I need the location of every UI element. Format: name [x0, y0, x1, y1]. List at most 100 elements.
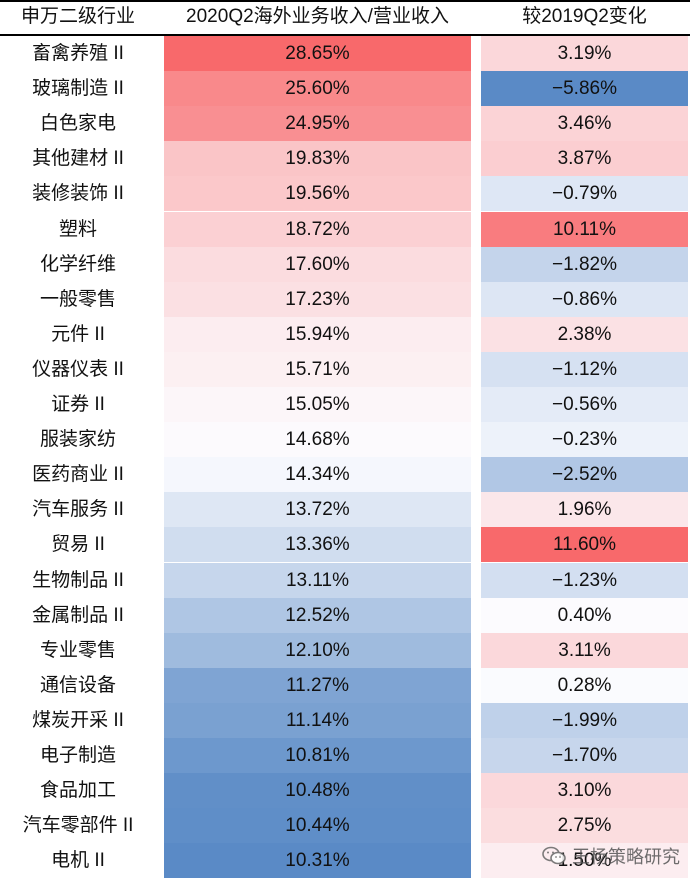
- industry-label: 装修装饰 II: [0, 176, 156, 212]
- table-row: 电子制造 10.81% −1.70%: [0, 738, 690, 774]
- ratio-cell: 18.72%: [164, 211, 471, 247]
- change-cell: 3.10%: [481, 773, 688, 809]
- table-row: 玻璃制造 II 25.60% −5.86%: [0, 71, 690, 107]
- table-row: 白色家电 24.95% 3.46%: [0, 106, 690, 142]
- ratio-cell: 17.23%: [164, 281, 471, 317]
- table-row: 通信设备 11.27% 0.28%: [0, 667, 690, 703]
- industry-label: 塑料: [0, 211, 156, 247]
- ratio-cell: 17.60%: [164, 246, 471, 282]
- industry-label: 证券 II: [0, 387, 156, 423]
- change-cell: −1.70%: [481, 738, 688, 774]
- industry-label: 化学纤维: [0, 246, 156, 282]
- change-cell: −0.56%: [481, 387, 688, 423]
- industry-label: 专业零售: [0, 632, 156, 668]
- ratio-cell: 12.52%: [164, 597, 471, 633]
- ratio-cell: 13.72%: [164, 492, 471, 528]
- table-row: 仪器仪表 II 15.71% −1.12%: [0, 351, 690, 387]
- industry-label: 医药商业 II: [0, 457, 156, 493]
- change-cell: −1.99%: [481, 702, 688, 738]
- ratio-cell: 19.83%: [164, 141, 471, 177]
- table-row: 服装家纺 14.68% −0.23%: [0, 422, 690, 458]
- table-row: 贸易 II 13.36% 11.60%: [0, 527, 690, 563]
- table-row: 塑料 18.72% 10.11%: [0, 211, 690, 247]
- change-cell: 3.87%: [481, 141, 688, 177]
- watermark: 王杨策略研究: [542, 844, 680, 868]
- table-row: 煤炭开采 II 11.14% −1.99%: [0, 702, 690, 738]
- table-row: 其他建材 II 19.83% 3.87%: [0, 141, 690, 177]
- table-row: 医药商业 II 14.34% −2.52%: [0, 457, 690, 493]
- ratio-cell: 10.81%: [164, 738, 471, 774]
- header-top-rule: [0, 0, 690, 2]
- change-cell: −1.82%: [481, 246, 688, 282]
- ratio-cell: 13.36%: [164, 527, 471, 563]
- industry-label: 金属制品 II: [0, 597, 156, 633]
- ratio-cell: 11.27%: [164, 667, 471, 703]
- change-cell: −0.79%: [481, 176, 688, 212]
- industry-label: 煤炭开采 II: [0, 702, 156, 738]
- change-cell: 3.11%: [481, 632, 688, 668]
- table-row: 畜禽养殖 II 28.65% 3.19%: [0, 36, 690, 72]
- table-row: 元件 II 15.94% 2.38%: [0, 316, 690, 352]
- industry-label: 汽车服务 II: [0, 492, 156, 528]
- ratio-cell: 19.56%: [164, 176, 471, 212]
- ratio-cell: 28.65%: [164, 36, 471, 72]
- ratio-cell: 14.34%: [164, 457, 471, 493]
- table-row: 食品加工 10.48% 3.10%: [0, 773, 690, 809]
- industry-label: 生物制品 II: [0, 562, 156, 598]
- industry-label: 玻璃制造 II: [0, 71, 156, 107]
- industry-label: 食品加工: [0, 773, 156, 809]
- ratio-cell: 15.71%: [164, 351, 471, 387]
- ratio-cell: 15.94%: [164, 316, 471, 352]
- change-cell: −1.23%: [481, 562, 688, 598]
- change-cell: 11.60%: [481, 527, 688, 563]
- change-cell: −5.86%: [481, 71, 688, 107]
- watermark-text: 王杨策略研究: [572, 847, 680, 867]
- table-row: 生物制品 II 13.11% −1.23%: [0, 562, 690, 598]
- column-header-ratio: 2020Q2海外业务收入/营业收入: [186, 6, 449, 27]
- change-cell: −0.86%: [481, 281, 688, 317]
- industry-label: 通信设备: [0, 667, 156, 703]
- change-cell: −0.23%: [481, 422, 688, 458]
- change-cell: 2.38%: [481, 316, 688, 352]
- column-header-change: 较2019Q2变化: [522, 6, 647, 27]
- table-row: 化学纤维 17.60% −1.82%: [0, 246, 690, 282]
- change-cell: 3.46%: [481, 106, 688, 142]
- industry-label: 服装家纺: [0, 422, 156, 458]
- change-cell: 1.96%: [481, 492, 688, 528]
- column-header-industry: 申万二级行业: [20, 6, 135, 27]
- table-row: 装修装饰 II 19.56% −0.79%: [0, 176, 690, 212]
- table-row: 金属制品 II 12.52% 0.40%: [0, 597, 690, 633]
- industry-label: 电机 II: [0, 843, 156, 879]
- wechat-icon: [542, 846, 566, 865]
- ratio-cell: 12.10%: [164, 632, 471, 668]
- table-row: 一般零售 17.23% −0.86%: [0, 281, 690, 317]
- change-cell: 0.28%: [481, 667, 688, 703]
- ratio-cell: 24.95%: [164, 106, 471, 142]
- industry-label: 仪器仪表 II: [0, 351, 156, 387]
- industry-label: 畜禽养殖 II: [0, 36, 156, 72]
- industry-label: 汽车零部件 II: [0, 808, 156, 844]
- ratio-cell: 14.68%: [164, 422, 471, 458]
- change-cell: −1.12%: [481, 351, 688, 387]
- ratio-cell: 13.11%: [164, 562, 471, 598]
- ratio-cell: 10.31%: [164, 843, 471, 879]
- change-cell: 0.40%: [481, 597, 688, 633]
- ratio-cell: 15.05%: [164, 387, 471, 423]
- table-row: 电机 II 10.31% 1.50%: [0, 843, 690, 879]
- ratio-cell: 10.48%: [164, 773, 471, 809]
- change-cell: 10.11%: [481, 211, 688, 247]
- table-row: 专业零售 12.10% 3.11%: [0, 632, 690, 668]
- change-cell: 1.50%: [481, 843, 688, 879]
- industry-label: 电子制造: [0, 738, 156, 774]
- change-cell: 3.19%: [481, 36, 688, 72]
- industry-label: 元件 II: [0, 316, 156, 352]
- industry-label: 一般零售: [0, 281, 156, 317]
- table-row: 汽车服务 II 13.72% 1.96%: [0, 492, 690, 528]
- ratio-cell: 11.14%: [164, 702, 471, 738]
- ratio-cell: 10.44%: [164, 808, 471, 844]
- table-row: 证券 II 15.05% −0.56%: [0, 387, 690, 423]
- change-cell: 2.75%: [481, 808, 688, 844]
- change-cell: −2.52%: [481, 457, 688, 493]
- industry-label: 白色家电: [0, 106, 156, 142]
- industry-label: 贸易 II: [0, 527, 156, 563]
